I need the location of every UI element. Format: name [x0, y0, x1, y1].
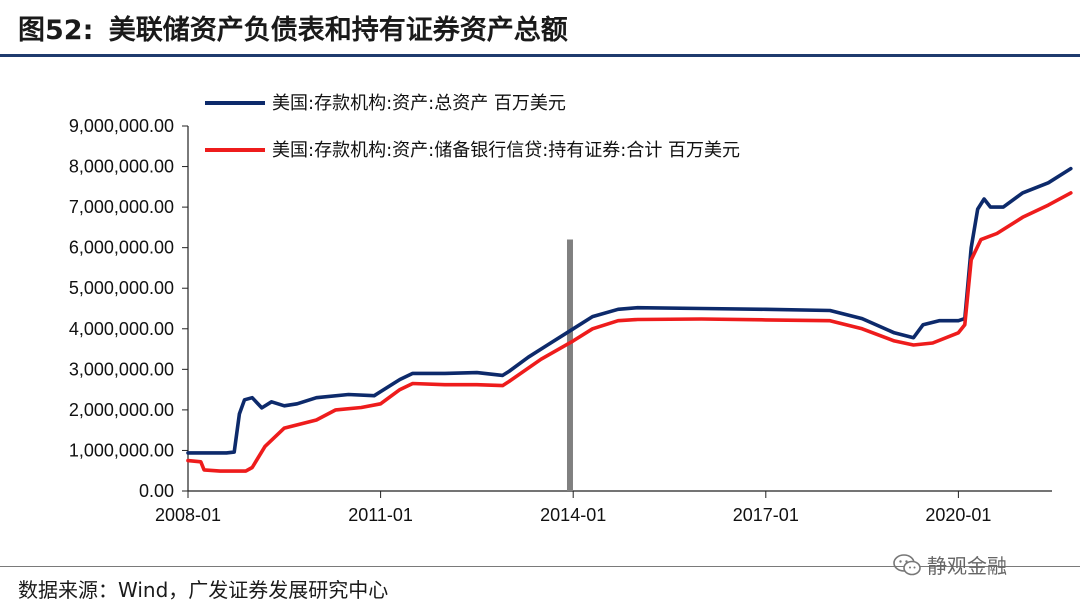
- legend: 美国:存款机构:资产:总资产 百万美元 美国:存款机构:资产:储备银行信贷:持有…: [205, 93, 740, 161]
- watermark: 静观金融: [893, 550, 1007, 579]
- x-tick-label: 2020-01: [925, 505, 991, 525]
- x-axis: 2008-01 2011-01 2014-01 2017-01 2020-01: [155, 490, 1052, 525]
- wechat-icon: [893, 553, 921, 575]
- chart-title: 图52: 美联储资产负债表和持有证券资产总额: [18, 8, 568, 47]
- x-tick-label: 2011-01: [348, 505, 413, 525]
- watermark-text: 静观金融: [927, 554, 1007, 578]
- y-tick-label: 5,000,000.00: [69, 278, 174, 298]
- y-tick-label: 6,000,000.00: [69, 238, 174, 258]
- figure-title: 美联储资产负债表和持有证券资产总额: [108, 15, 568, 46]
- y-tick-label: 2,000,000.00: [69, 400, 174, 420]
- series-layer: [186, 166, 1073, 473]
- figure-label: 图52:: [18, 15, 94, 46]
- y-tick-label: 7,000,000.00: [69, 197, 174, 217]
- y-tick-label: 3,000,000.00: [69, 359, 174, 379]
- series-line-securities-held: [186, 191, 1073, 473]
- y-axis: 0.00 1,000,000.00 2,000,000.00 3,000,000.00…: [69, 116, 189, 501]
- header-rule: [0, 54, 1080, 57]
- y-tick-label: 8,000,000.00: [69, 157, 174, 177]
- legend-label-total: 美国:存款机构:资产:总资产 百万美元: [272, 93, 566, 114]
- y-tick-label: 9,000,000.00: [69, 116, 174, 136]
- legend-label-securities: 美国:存款机构:资产:储备银行信贷:持有证券:合计 百万美元: [272, 140, 740, 161]
- y-tick-label: 4,000,000.00: [69, 319, 174, 339]
- y-tick-label: 1,000,000.00: [69, 440, 174, 460]
- y-tick-label: 0.00: [139, 481, 174, 501]
- series-line-total-assets: [186, 166, 1073, 455]
- x-tick-label: 2008-01: [155, 505, 221, 525]
- x-tick-label: 2017-01: [733, 505, 799, 525]
- x-tick-label: 2014-01: [540, 505, 606, 525]
- footer-rule: [0, 566, 1080, 567]
- source-note: 数据来源：Wind，广发证券发展研究中心: [18, 578, 389, 602]
